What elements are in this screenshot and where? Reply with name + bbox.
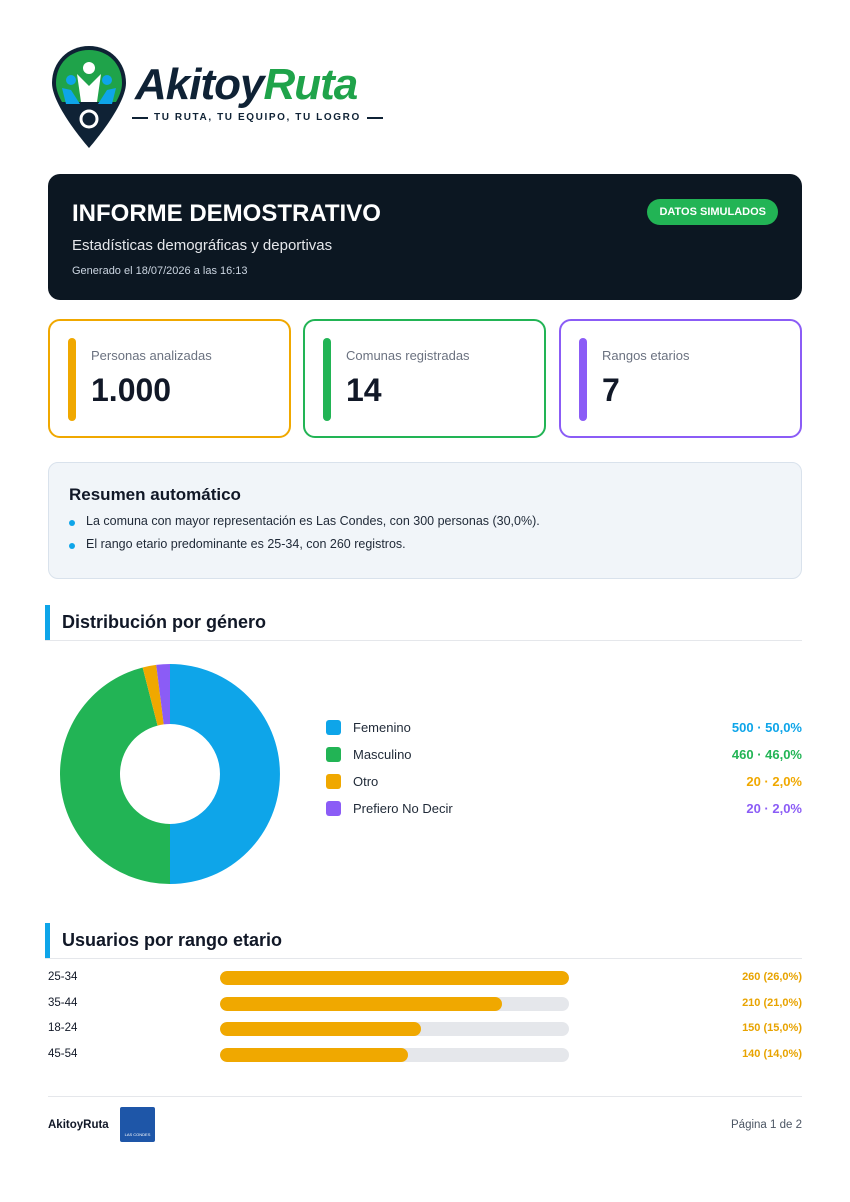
report-subtitle: Estadísticas demográficas y deportivas (72, 237, 333, 254)
bullet-icon (69, 519, 75, 526)
age-section-header: Usuarios por rango etario (45, 923, 802, 959)
stat-card-persons: Personas analizadas 1.000 (48, 319, 291, 438)
legend-label: Femenino (353, 720, 411, 735)
footer-brand: AkitoyRuta (48, 1119, 109, 1131)
generated-timestamp: Generado el 18/07/2026 a las 16:13 (72, 265, 248, 277)
age-bar-value: 260 (26,0%) (742, 971, 802, 983)
age-bar-value: 140 (14,0%) (742, 1047, 802, 1060)
age-bar-fill (220, 1022, 422, 1036)
logo-pin-icon (52, 46, 126, 148)
age-bar-fill (220, 1047, 408, 1062)
auto-summary: Resumen automático La comuna con mayor r… (48, 462, 802, 579)
section-accent (45, 923, 50, 958)
age-bar-row: 35-44 210 (21,0%) (48, 996, 802, 1022)
municipality-logo: LAS CONDES (120, 1107, 155, 1142)
age-bar-value: 210 (21,0%) (742, 996, 802, 1009)
age-range-label: 45-54 (48, 1047, 78, 1060)
section-title: Usuarios por rango etario (62, 930, 283, 950)
legend-swatch (326, 747, 341, 762)
report-header: INFORME DEMOSTRATIVO Estadísticas demogr… (48, 174, 802, 300)
stat-value: 14 (346, 372, 382, 408)
legend-swatch (326, 774, 341, 789)
page-footer: AkitoyRuta LAS CONDES Página 1 de 2 (48, 1096, 802, 1156)
section-title: Distribución por género (62, 612, 267, 632)
legend-value: 20 · 2,0% (746, 801, 802, 816)
legend-swatch (326, 801, 341, 816)
legend-label: Masculino (353, 747, 412, 762)
tagline-dash (366, 116, 383, 119)
donut-slice-prefiero-no-decir (156, 664, 170, 725)
tagline-text: TU RUTA, TU EQUIPO, TU LOGRO (154, 112, 361, 123)
legend-swatch (326, 720, 341, 735)
age-range-label: 35-44 (48, 996, 78, 1009)
age-bar-track (220, 1022, 569, 1036)
page-number: Página 1 de 2 (731, 1119, 802, 1131)
brand-name: AkitoyRuta (135, 60, 358, 110)
donut-slice-masculino (60, 667, 171, 884)
age-bar-fill (220, 971, 569, 985)
stat-label: Comunas registradas (346, 348, 470, 363)
gender-legend: Femenino 500 · 50,0% Masculino 460 · 46,0% O… (326, 718, 802, 826)
summary-item: La comuna con mayor representación es La… (69, 514, 540, 528)
age-bar-value: 150 (15,0%) (742, 1022, 802, 1034)
age-bar-track (220, 1047, 569, 1062)
age-bar-track (220, 996, 569, 1011)
stat-value: 1.000 (91, 372, 172, 408)
legend-item: Femenino 500 · 50,0% (326, 718, 802, 745)
age-bar-row: 45-54 140 (14,0%) (48, 1047, 802, 1073)
age-bar-row: 25-34 260 (26,0%) (48, 970, 802, 996)
age-bar-row: 18-24 150 (15,0%) (48, 1021, 802, 1047)
legend-value: 460 · 46,0% (731, 747, 802, 762)
legend-item: Otro 20 · 2,0% (326, 772, 802, 799)
stat-card-age-ranges: Rangos etarios 7 (559, 319, 802, 438)
summary-item-text: La comuna con mayor representación es La… (86, 514, 540, 528)
brand-name-part2: Ruta (263, 60, 358, 109)
stat-accent-bar (68, 338, 76, 421)
stat-label: Rangos etarios (602, 348, 690, 363)
report-title: INFORME DEMOSTRATIVO (72, 200, 381, 227)
age-range-label: 18-24 (48, 1022, 78, 1034)
gender-donut-chart (60, 664, 280, 884)
summary-title: Resumen automático (69, 485, 241, 504)
age-bar-chart: 25-34 260 (26,0%) 35-44 210 (21,0%) 18-24 150… (48, 970, 802, 1072)
legend-item: Masculino 460 · 46,0% (326, 745, 802, 772)
legend-value: 500 · 50,0% (731, 720, 802, 735)
stat-label: Personas analizadas (91, 348, 212, 363)
summary-list: La comuna con mayor representación es La… (69, 514, 540, 560)
stat-accent-bar (323, 338, 331, 421)
age-bar-fill (220, 996, 502, 1011)
gender-section-header: Distribución por género (45, 605, 802, 641)
brand-tagline: TU RUTA, TU EQUIPO, TU LOGRO (132, 112, 383, 123)
bullet-icon (69, 542, 75, 549)
summary-item-text: El rango etario predominante es 25-34, c… (86, 537, 406, 551)
age-bar-track (220, 971, 569, 985)
legend-label: Prefiero No Decir (353, 801, 453, 816)
stat-value: 7 (602, 372, 620, 408)
age-range-label: 25-34 (48, 971, 78, 983)
tagline-dash (132, 116, 148, 119)
stat-card-communes: Comunas registradas 14 (303, 319, 546, 438)
stat-accent-bar (579, 338, 587, 421)
legend-value: 20 · 2,0% (746, 774, 802, 789)
brand-name-part1: Akitoy (135, 60, 264, 109)
donut-slice-femenino (170, 664, 280, 884)
legend-label: Otro (353, 774, 379, 789)
section-accent (45, 605, 50, 640)
donut-slice-otro (142, 664, 164, 726)
legend-item: Prefiero No Decir 20 · 2,0% (326, 799, 802, 826)
summary-item: El rango etario predominante es 25-34, c… (69, 537, 540, 551)
brand-logo: AkitoyRuta TU RUTA, TU EQUIPO, TU LOGRO (50, 44, 410, 154)
simulated-data-badge: DATOS SIMULADOS (647, 199, 778, 225)
